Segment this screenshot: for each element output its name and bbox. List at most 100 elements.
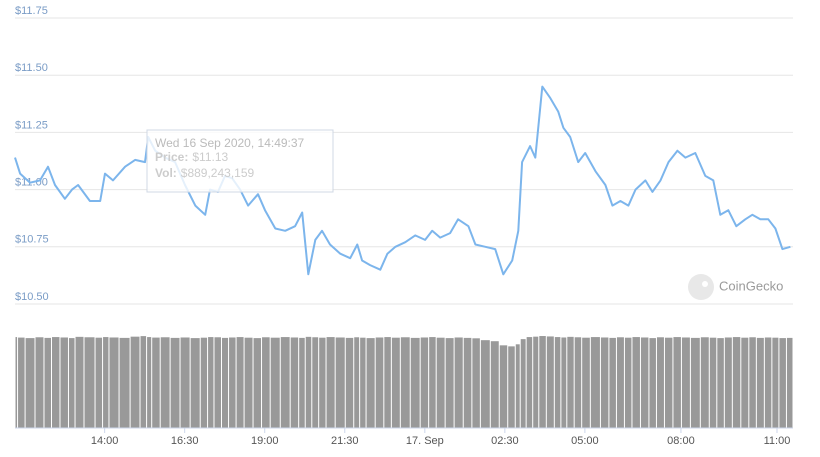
volume-bar [312,337,319,428]
volume-bar [600,337,609,428]
volume-bar [772,337,779,428]
volume-bar [463,337,472,428]
volume-bar [546,336,554,428]
volume-bar [561,337,567,428]
volume-bar [222,337,229,428]
volume-bar [420,337,429,428]
tooltip-value: $889,243,159 [181,166,255,180]
volume-bar [305,336,312,428]
volume-bar [25,338,35,428]
x-tick-label: 05:00 [571,435,599,447]
volume-bar [68,338,75,428]
watermark-text: CoinGecko [719,278,783,293]
volume-bar [326,337,335,428]
watermark-logo-eye [702,281,708,287]
price-line [14,85,791,276]
volume-bar [499,345,508,428]
volume-bar [632,337,640,428]
x-tick-label: 17. Sep [406,435,444,447]
volume-bar [732,337,741,428]
volume-bar [354,337,360,428]
volume-bar [590,337,600,428]
volume-bar [445,338,454,428]
x-tick-label: 11:00 [764,435,791,447]
y-tick-label: $10.75 [15,234,49,246]
volume-bar [616,337,624,428]
volume-bar [44,337,51,428]
x-tick-label: 21:30 [331,435,359,447]
watermark-logo [688,274,714,300]
volume-bar [764,337,772,428]
volume-bar [582,337,590,428]
volume-bar [109,337,119,428]
tooltip-row: Vol: $889,243,159 [155,166,255,180]
volume-bar [299,337,305,428]
volume-bar [741,337,749,428]
x-tick-label: 16:30 [171,435,199,447]
volume-bar [15,337,18,428]
tooltip-label: Price: [155,150,188,164]
x-tick-label: 14:00 [91,435,119,447]
volume-bar [270,337,280,428]
volume-bar [480,340,490,428]
volume-bar [319,337,326,428]
y-tick-label: $11.75 [15,5,48,17]
y-tick-label: $11.50 [15,62,48,74]
volume-bar [508,346,515,428]
volume-bar [656,337,664,428]
volume-bar [236,337,244,428]
volume-bar [539,336,546,428]
volume-bar [472,338,480,428]
volume-bar [335,337,345,428]
volume-bar [262,337,270,428]
volume-bar [515,344,520,428]
volume-bar [609,337,616,428]
volume-bar [410,337,420,428]
volume-bar [366,338,375,428]
volume-bar [640,337,649,428]
volume-bar [152,337,160,428]
volume-bar [290,337,299,428]
volume-bar [681,337,690,428]
volume-bar [724,337,732,428]
volume-bar [170,337,180,428]
volume-bar [709,337,717,428]
volume-bar [190,338,200,428]
volume-bar [526,337,533,428]
volume-bar [51,337,60,428]
volume-bar [779,338,786,428]
volume-bar [384,337,391,428]
volume-bar [103,337,109,428]
volume-bar [75,336,84,428]
tooltip-box [146,129,334,193]
volume-bar [229,337,236,428]
volume-bar [375,337,384,428]
volume-bar [436,337,445,428]
volume-bar [673,337,681,428]
volume-bar [280,337,290,428]
volume-bar [649,338,656,428]
volume-bar [749,337,756,428]
volume-bar [18,337,25,428]
volume-bar [786,337,793,428]
volume-bar [690,337,700,428]
volume-bar [214,337,222,428]
volume-bar [574,337,582,428]
tooltip-row: Price: $11.13 [155,150,228,164]
tooltip-date: Wed 16 Sep 2020, 14:49:37 [155,136,305,150]
volume-bar [60,337,68,428]
volume-bar [160,337,170,428]
x-tick-label: 02:30 [491,435,519,447]
volume-bar [756,337,764,428]
volume-bar [95,337,103,428]
volume-bar [400,337,410,428]
volume-bar [119,337,130,428]
volume-bar [35,337,44,428]
volume-bar [391,337,400,428]
volume-bar [244,337,253,428]
volume-bar [253,338,262,428]
volume-bar [345,337,354,428]
tooltip-label: Vol: [155,166,177,180]
